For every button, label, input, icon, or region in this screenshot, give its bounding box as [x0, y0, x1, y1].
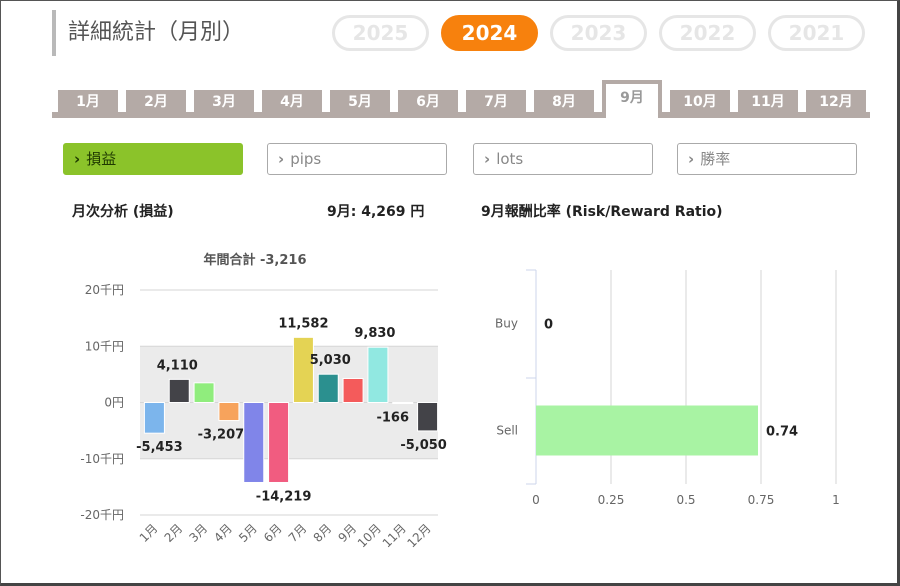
metric-label: 損益	[86, 150, 117, 168]
data-label: -5,050	[400, 438, 447, 453]
tab-month-7[interactable]: 7月	[466, 90, 526, 114]
data-label: -5,453	[136, 440, 183, 455]
y-tick-label: 20千円	[85, 283, 124, 297]
tab-month-12[interactable]: 12月	[806, 90, 866, 114]
month-tabs: 1月 2月 3月 4月 5月 6月 7月 8月 9月 10月 11月 12月	[52, 80, 870, 118]
data-label: 4,110	[157, 358, 198, 373]
data-label: 9,830	[354, 326, 395, 341]
year-2025[interactable]: 2025	[332, 15, 429, 51]
tab-month-10[interactable]: 10月	[670, 90, 730, 114]
data-label: 0	[544, 318, 553, 333]
tab-month-2[interactable]: 2月	[126, 90, 186, 114]
bar-8月	[317, 373, 339, 403]
metric-label: lots	[496, 150, 524, 168]
x-tick-label: 12月	[405, 521, 434, 550]
tab-month-4[interactable]: 4月	[262, 90, 322, 114]
chevron-right-icon: ›	[688, 150, 695, 168]
x-tick-label: 0.5	[676, 493, 695, 507]
bar-4月	[218, 402, 240, 422]
tab-month-3[interactable]: 3月	[194, 90, 254, 114]
bar-6月	[268, 402, 290, 483]
y-tick-label: -20千円	[80, 508, 124, 522]
bar-11月	[392, 402, 414, 404]
x-tick-label: 4月	[211, 521, 235, 545]
bar-7月	[292, 336, 314, 404]
bar-3月	[193, 382, 215, 403]
x-tick-label: 5月	[236, 521, 260, 545]
x-tick-label: 1月	[137, 521, 161, 545]
x-tick-label: 0	[532, 493, 540, 507]
bar-9月	[342, 377, 364, 404]
metric-profit-button[interactable]: › 損益	[63, 143, 243, 175]
chevron-right-icon: ›	[74, 150, 81, 168]
data-label: 0.74	[766, 425, 798, 440]
year-2021[interactable]: 2021	[768, 15, 865, 51]
selected-month-value: 9月: 4,269 円	[327, 204, 425, 220]
data-label: -3,207	[198, 428, 245, 443]
bar-10月	[367, 346, 389, 403]
bar-2月	[168, 378, 190, 404]
x-tick-label: 1	[832, 493, 840, 507]
data-label: 11,582	[278, 316, 328, 331]
x-tick-label: 8月	[311, 521, 335, 545]
year-2023[interactable]: 2023	[550, 15, 647, 51]
bar-1月	[143, 402, 165, 434]
bar-12月	[417, 402, 439, 432]
x-tick-label: 0.75	[748, 493, 775, 507]
bar-sell	[536, 405, 758, 456]
year-2022[interactable]: 2022	[659, 15, 756, 51]
chart-title: 年間合計 -3,216	[203, 252, 306, 268]
year-selector: 2025 2024 2023 2022 2021	[332, 15, 865, 51]
y-tick-label: 0円	[104, 396, 124, 410]
x-tick-label: 3月	[186, 521, 210, 545]
metric-label: 勝率	[700, 150, 731, 168]
x-tick-label: 2月	[162, 521, 186, 545]
tab-month-8[interactable]: 8月	[534, 90, 594, 114]
tab-month-1[interactable]: 1月	[58, 90, 118, 114]
tab-month-9[interactable]: 9月	[602, 80, 662, 118]
monthly-analysis-title: 月次分析 (損益)	[72, 204, 174, 220]
metric-winrate-button[interactable]: › 勝率	[677, 143, 857, 175]
tab-month-11[interactable]: 11月	[738, 90, 798, 114]
tab-month-6[interactable]: 6月	[398, 90, 458, 114]
month-tabs-baseline	[52, 112, 870, 118]
y-tick-label: 10千円	[85, 339, 124, 353]
x-tick-label: 7月	[286, 521, 310, 545]
x-tick-label: 10月	[355, 521, 384, 550]
y-tick-label: -10千円	[80, 452, 124, 466]
metric-lots-button[interactable]: › lots	[473, 143, 653, 175]
metric-label: pips	[290, 150, 322, 168]
rr-chart-title: 9月報酬比率 (Risk/Reward Ratio)	[481, 204, 723, 220]
data-label: -166	[376, 410, 409, 425]
metric-pips-button[interactable]: › pips	[267, 143, 447, 175]
chevron-right-icon: ›	[484, 150, 491, 168]
x-tick-label: 0.25	[598, 493, 625, 507]
x-tick-label: 6月	[261, 521, 285, 545]
data-label: 5,030	[310, 353, 351, 368]
page-title: 詳細統計（月別）	[52, 10, 244, 56]
category-label-buy: Buy	[495, 317, 518, 331]
chevron-right-icon: ›	[278, 150, 285, 168]
year-2024[interactable]: 2024	[441, 15, 538, 51]
x-tick-label: 11月	[380, 521, 409, 550]
data-label: -14,219	[256, 489, 312, 504]
category-label-sell: Sell	[496, 424, 518, 438]
tab-month-5[interactable]: 5月	[330, 90, 390, 114]
bar-5月	[243, 402, 265, 483]
